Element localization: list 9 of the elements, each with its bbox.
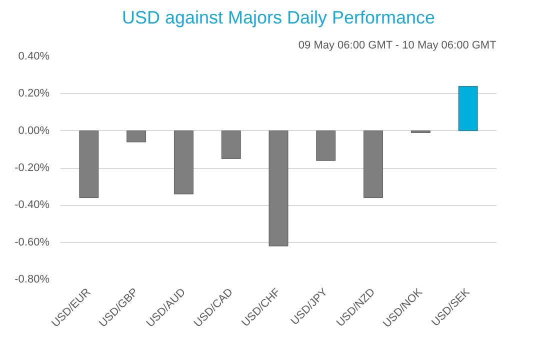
y-tick-label: 0.00% [18, 124, 50, 137]
y-tick-label: -0.60% [14, 236, 50, 248]
chart-subtitle: 09 May 06:00 GMT - 10 May 06:00 GMT [298, 40, 497, 52]
chart-title: USD against Majors Daily Performance [122, 8, 436, 28]
y-tick-label: -0.20% [14, 162, 50, 174]
y-tick-label: -0.80% [14, 274, 50, 286]
y-tick-label: -0.40% [14, 199, 50, 212]
y-tick-label: 0.20% [18, 88, 50, 100]
y-tick-label: 0.40% [18, 50, 50, 62]
